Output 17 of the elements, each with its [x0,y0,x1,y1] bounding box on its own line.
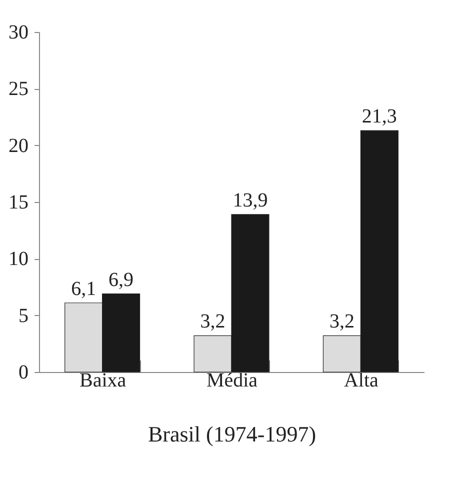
y-tick-label: 25 [8,78,28,100]
data-label: 3,2 [200,310,226,333]
y-tick-label: 15 [8,192,28,214]
data-label: 6,9 [108,268,134,291]
data-label: 13,9 [232,189,268,212]
x-tick-label: Baixa [79,370,126,392]
y-tick-label: 0 [18,362,28,384]
y-tick-label: 30 [8,22,28,44]
y-tick-label: 10 [8,248,28,270]
data-label: 6,1 [71,278,96,300]
y-tick-label: 20 [8,134,28,157]
data-label: 21,3 [362,106,397,128]
data-label: 3,2 [329,310,354,333]
x-tick-label: Média [206,370,258,392]
y-tick-label: 5 [18,304,28,327]
x-axis-title: Brasil (1974-1997) [148,422,316,446]
x-tick-label: Alta [344,370,379,392]
